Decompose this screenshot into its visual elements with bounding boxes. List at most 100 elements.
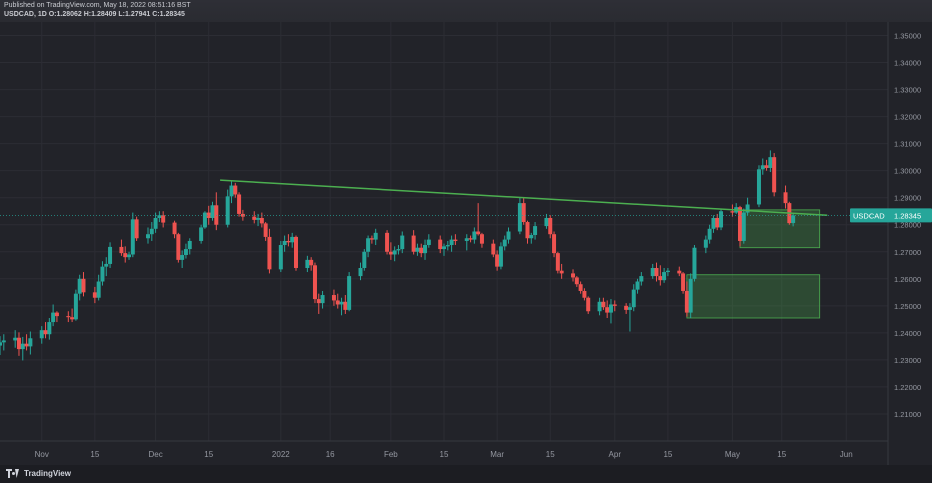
candle-body xyxy=(73,293,78,320)
candle-body xyxy=(517,203,522,232)
candle-body xyxy=(445,245,450,247)
candle-body xyxy=(309,259,314,266)
candle-body xyxy=(396,249,401,251)
candle-body xyxy=(331,295,336,301)
support-zone-box xyxy=(686,274,821,319)
time-axis[interactable]: Nov 15 Dec 15 2022 16 Feb 15 Mar 15 Apr 15 May 15 Jun xyxy=(0,22,889,465)
time-tick-label: Mar xyxy=(490,450,504,459)
candle-body xyxy=(756,169,761,205)
candle-body xyxy=(442,246,446,250)
candle-body xyxy=(256,217,261,220)
candle-body xyxy=(237,194,242,214)
candle-body xyxy=(290,236,295,243)
candle-body xyxy=(423,245,428,254)
candle-body xyxy=(707,228,712,240)
time-tick-label: 16 xyxy=(326,450,335,459)
candle-body xyxy=(286,240,291,243)
candle-body xyxy=(240,213,245,217)
candle-body xyxy=(214,205,219,225)
candle-body xyxy=(316,299,321,304)
candle-body xyxy=(711,217,716,229)
price-tick-label: 1.23000 xyxy=(894,356,921,365)
tradingview-brand[interactable]: TradingView xyxy=(6,469,71,478)
candle-body xyxy=(312,265,317,300)
candle-body xyxy=(684,290,689,313)
time-tick-label: Jun xyxy=(840,450,853,459)
candle-body xyxy=(130,219,135,255)
candle-body xyxy=(586,297,591,312)
candle-body xyxy=(654,267,659,277)
candle-body xyxy=(559,270,564,274)
candle-body xyxy=(51,312,56,323)
candle-body xyxy=(157,215,162,218)
candle-body xyxy=(605,307,610,313)
candle-body xyxy=(104,263,109,267)
candle-body xyxy=(681,273,686,291)
candle-body xyxy=(183,249,188,256)
candle-body xyxy=(108,246,113,264)
candle-body xyxy=(388,251,393,255)
candle-body xyxy=(278,245,283,270)
candle-body xyxy=(172,222,177,235)
candle-body xyxy=(745,204,750,213)
candle-body xyxy=(635,281,640,290)
publish-info: Published on TradingView.com, May 18, 20… xyxy=(4,2,191,9)
candle-body xyxy=(741,212,746,241)
symbol-ohlc-legend: USDCAD, 1D O:1.28062 H:1.28409 L:1.27941… xyxy=(4,11,185,18)
candle-body xyxy=(100,266,105,282)
price-tick-label: 1.22000 xyxy=(894,383,921,392)
candle-body xyxy=(119,246,124,254)
support-zones xyxy=(686,209,821,319)
price-tick-label: 1.25000 xyxy=(894,302,921,311)
candle-body xyxy=(373,232,378,240)
candle-body xyxy=(28,338,33,347)
candle-body xyxy=(54,312,59,317)
candle-body xyxy=(305,259,310,268)
candle-body xyxy=(176,234,181,260)
candle-body xyxy=(791,215,796,224)
candle-body xyxy=(608,304,613,313)
candle-body xyxy=(252,216,257,220)
brand-name: TradingView xyxy=(24,469,71,478)
price-axis-bg xyxy=(888,22,932,465)
candle-body xyxy=(426,239,431,246)
support-zone-box xyxy=(739,209,821,249)
candle-body xyxy=(70,317,75,320)
candle-body xyxy=(715,217,720,228)
candle-body xyxy=(502,239,507,247)
candle-body xyxy=(13,337,18,341)
candle-body xyxy=(210,205,215,218)
candle-body xyxy=(468,238,473,240)
candle-body xyxy=(662,272,667,281)
candle-body xyxy=(582,290,587,298)
candle-body xyxy=(783,192,788,204)
time-tick-label: Dec xyxy=(148,450,162,459)
candle-body xyxy=(544,217,549,227)
price-axis[interactable]: 1.35000 1.34000 1.33000 1.32000 1.31000 1.300… xyxy=(888,22,932,465)
candle-body xyxy=(476,231,481,235)
candle-body xyxy=(77,278,82,294)
candle-body xyxy=(161,215,166,223)
candle-body xyxy=(631,289,636,308)
candle-body xyxy=(449,239,454,246)
candle-body xyxy=(491,243,496,255)
candle-body xyxy=(677,270,682,274)
candle-body xyxy=(153,217,158,229)
candlestick-chart[interactable]: 1.35000 1.34000 1.33000 1.32000 1.31000 1.300… xyxy=(0,0,932,465)
candle-body xyxy=(385,232,390,252)
time-tick-label: Nov xyxy=(35,450,49,459)
candle-body xyxy=(529,235,534,239)
candle-body xyxy=(180,255,185,260)
candle-body xyxy=(521,203,526,223)
candles xyxy=(0,150,796,361)
candle-body xyxy=(92,292,97,298)
trendline xyxy=(220,179,828,217)
candle-body xyxy=(597,301,602,312)
candle-body xyxy=(320,295,325,304)
candle-body xyxy=(339,301,344,305)
candle-body xyxy=(20,343,25,350)
candle-body xyxy=(400,235,405,250)
candle-body xyxy=(202,212,207,228)
candle-body xyxy=(764,165,769,168)
candle-body xyxy=(768,157,773,168)
